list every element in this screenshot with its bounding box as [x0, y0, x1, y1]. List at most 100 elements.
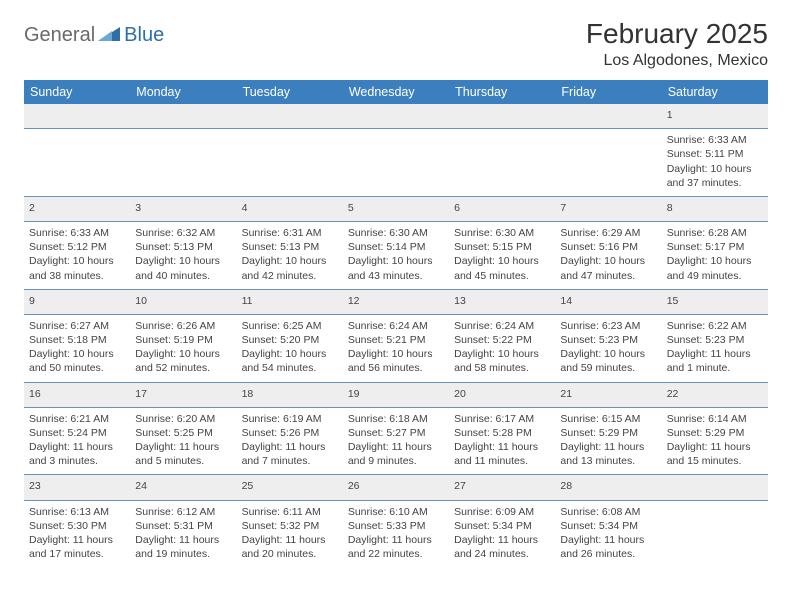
sunset-line: Sunset: 5:31 PM — [135, 519, 231, 533]
day-number: 10 — [130, 289, 236, 314]
day-number: 21 — [555, 382, 661, 407]
sunset-line: Sunset: 5:13 PM — [135, 240, 231, 254]
sunrise-line: Sunrise: 6:11 AM — [242, 505, 338, 519]
daylight-line: Daylight: 10 hours and 54 minutes. — [242, 347, 338, 375]
daylight-line: Daylight: 11 hours and 1 minute. — [667, 347, 763, 375]
day-number: 24 — [130, 475, 236, 500]
day-number: 7 — [555, 196, 661, 221]
daynum-row: 2345678 — [24, 196, 768, 221]
day-cell: Sunrise: 6:12 AMSunset: 5:31 PMDaylight:… — [130, 500, 236, 567]
weekday-header: Sunday — [24, 80, 130, 104]
day-cell: Sunrise: 6:31 AMSunset: 5:13 PMDaylight:… — [237, 222, 343, 290]
day-number — [555, 104, 661, 129]
day-cell: Sunrise: 6:33 AMSunset: 5:12 PMDaylight:… — [24, 222, 130, 290]
daylight-line: Daylight: 11 hours and 5 minutes. — [135, 440, 231, 468]
sunset-line: Sunset: 5:25 PM — [135, 426, 231, 440]
daylight-line: Daylight: 10 hours and 56 minutes. — [348, 347, 444, 375]
sunrise-line: Sunrise: 6:29 AM — [560, 226, 656, 240]
sunrise-line: Sunrise: 6:23 AM — [560, 319, 656, 333]
day-cell — [343, 129, 449, 197]
day-number: 12 — [343, 289, 449, 314]
day-number: 14 — [555, 289, 661, 314]
sunrise-line: Sunrise: 6:15 AM — [560, 412, 656, 426]
sunset-line: Sunset: 5:13 PM — [242, 240, 338, 254]
day-cell: Sunrise: 6:08 AMSunset: 5:34 PMDaylight:… — [555, 500, 661, 567]
day-cell: Sunrise: 6:29 AMSunset: 5:16 PMDaylight:… — [555, 222, 661, 290]
day-number: 20 — [449, 382, 555, 407]
sunset-line: Sunset: 5:26 PM — [242, 426, 338, 440]
day-cell: Sunrise: 6:21 AMSunset: 5:24 PMDaylight:… — [24, 407, 130, 475]
daylight-line: Daylight: 10 hours and 58 minutes. — [454, 347, 550, 375]
sunrise-line: Sunrise: 6:12 AM — [135, 505, 231, 519]
sunrise-line: Sunrise: 6:31 AM — [242, 226, 338, 240]
day-number: 22 — [662, 382, 768, 407]
day-number: 5 — [343, 196, 449, 221]
day-cell: Sunrise: 6:10 AMSunset: 5:33 PMDaylight:… — [343, 500, 449, 567]
week-row: Sunrise: 6:13 AMSunset: 5:30 PMDaylight:… — [24, 500, 768, 567]
day-cell: Sunrise: 6:15 AMSunset: 5:29 PMDaylight:… — [555, 407, 661, 475]
daylight-line: Daylight: 10 hours and 52 minutes. — [135, 347, 231, 375]
day-number: 13 — [449, 289, 555, 314]
sunset-line: Sunset: 5:23 PM — [560, 333, 656, 347]
sunrise-line: Sunrise: 6:27 AM — [29, 319, 125, 333]
sunset-line: Sunset: 5:20 PM — [242, 333, 338, 347]
daylight-line: Daylight: 11 hours and 11 minutes. — [454, 440, 550, 468]
title-block: February 2025 Los Algodones, Mexico — [586, 18, 768, 70]
sunset-line: Sunset: 5:34 PM — [454, 519, 550, 533]
sunrise-line: Sunrise: 6:18 AM — [348, 412, 444, 426]
day-cell: Sunrise: 6:28 AMSunset: 5:17 PMDaylight:… — [662, 222, 768, 290]
weekday-header: Wednesday — [343, 80, 449, 104]
day-number: 6 — [449, 196, 555, 221]
weekday-header: Monday — [130, 80, 236, 104]
daylight-line: Daylight: 11 hours and 7 minutes. — [242, 440, 338, 468]
daylight-line: Daylight: 10 hours and 45 minutes. — [454, 254, 550, 282]
sunset-line: Sunset: 5:15 PM — [454, 240, 550, 254]
weekday-header: Tuesday — [237, 80, 343, 104]
sunrise-line: Sunrise: 6:24 AM — [348, 319, 444, 333]
sunset-line: Sunset: 5:17 PM — [667, 240, 763, 254]
day-cell — [662, 500, 768, 567]
month-title: February 2025 — [586, 18, 768, 50]
sunset-line: Sunset: 5:33 PM — [348, 519, 444, 533]
day-cell: Sunrise: 6:09 AMSunset: 5:34 PMDaylight:… — [449, 500, 555, 567]
daylight-line: Daylight: 11 hours and 26 minutes. — [560, 533, 656, 561]
day-number — [449, 104, 555, 129]
day-number: 17 — [130, 382, 236, 407]
day-number — [662, 475, 768, 500]
daylight-line: Daylight: 10 hours and 50 minutes. — [29, 347, 125, 375]
day-cell — [237, 129, 343, 197]
sunrise-line: Sunrise: 6:13 AM — [29, 505, 125, 519]
sunrise-line: Sunrise: 6:30 AM — [454, 226, 550, 240]
day-number: 1 — [662, 104, 768, 129]
sunrise-line: Sunrise: 6:30 AM — [348, 226, 444, 240]
daylight-line: Daylight: 11 hours and 24 minutes. — [454, 533, 550, 561]
sunset-line: Sunset: 5:24 PM — [29, 426, 125, 440]
day-number: 8 — [662, 196, 768, 221]
day-number: 15 — [662, 289, 768, 314]
day-cell: Sunrise: 6:33 AMSunset: 5:11 PMDaylight:… — [662, 129, 768, 197]
day-cell — [449, 129, 555, 197]
week-row: Sunrise: 6:27 AMSunset: 5:18 PMDaylight:… — [24, 314, 768, 382]
calendar-body: 1Sunrise: 6:33 AMSunset: 5:11 PMDaylight… — [24, 104, 768, 567]
daylight-line: Daylight: 11 hours and 3 minutes. — [29, 440, 125, 468]
sunset-line: Sunset: 5:12 PM — [29, 240, 125, 254]
header-bar: General Blue February 2025 Los Algodones… — [24, 18, 768, 70]
sunrise-line: Sunrise: 6:08 AM — [560, 505, 656, 519]
day-number: 27 — [449, 475, 555, 500]
daylight-line: Daylight: 11 hours and 9 minutes. — [348, 440, 444, 468]
sunrise-line: Sunrise: 6:10 AM — [348, 505, 444, 519]
day-cell: Sunrise: 6:24 AMSunset: 5:22 PMDaylight:… — [449, 314, 555, 382]
day-number: 3 — [130, 196, 236, 221]
day-number: 28 — [555, 475, 661, 500]
daylight-line: Daylight: 10 hours and 47 minutes. — [560, 254, 656, 282]
day-cell — [130, 129, 236, 197]
day-number: 16 — [24, 382, 130, 407]
sunset-line: Sunset: 5:11 PM — [667, 147, 763, 161]
day-number: 2 — [24, 196, 130, 221]
daylight-line: Daylight: 11 hours and 19 minutes. — [135, 533, 231, 561]
calendar-table: SundayMondayTuesdayWednesdayThursdayFrid… — [24, 80, 768, 567]
sunset-line: Sunset: 5:22 PM — [454, 333, 550, 347]
day-cell: Sunrise: 6:23 AMSunset: 5:23 PMDaylight:… — [555, 314, 661, 382]
location-label: Los Algodones, Mexico — [586, 52, 768, 70]
weekday-header: Saturday — [662, 80, 768, 104]
